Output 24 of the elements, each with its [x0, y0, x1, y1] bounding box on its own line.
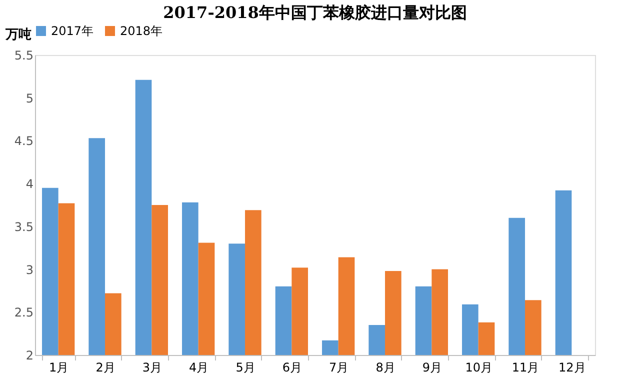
- y-tick-label: 4: [26, 177, 34, 192]
- x-tick-label: 5月: [236, 360, 256, 374]
- y-tick-label: 3.5: [14, 220, 34, 234]
- y-tick-label: 5: [26, 91, 34, 106]
- legend-label: 2017年: [51, 24, 94, 38]
- y-axis-title: 万吨: [4, 28, 32, 42]
- y-tick-label: 5.5: [14, 48, 34, 62]
- x-tick-label: 6月: [282, 360, 302, 374]
- legend-label: 2018年: [120, 24, 163, 38]
- x-tick-label: 3月: [142, 360, 162, 374]
- y-tick-label: 3: [26, 262, 34, 277]
- x-tick-label: 1月: [49, 360, 69, 374]
- x-tick-label: 7月: [329, 360, 349, 374]
- chart-title: 2017-2018年中国丁苯橡胶进口量对比图: [163, 3, 467, 22]
- x-tick-label: 9月: [422, 360, 442, 374]
- x-tick-label: 4月: [189, 360, 209, 374]
- x-tick-label: 2月: [96, 360, 116, 374]
- y-tick-label: 2.5: [14, 306, 34, 320]
- x-tick-label: 8月: [376, 360, 396, 374]
- y-tick-label: 2: [26, 348, 34, 362]
- x-tick-label: 12月: [558, 360, 586, 374]
- x-tick-label: 11月: [512, 360, 540, 374]
- x-tick-label: 10月: [465, 360, 492, 374]
- y-tick-label: 4.5: [14, 134, 34, 148]
